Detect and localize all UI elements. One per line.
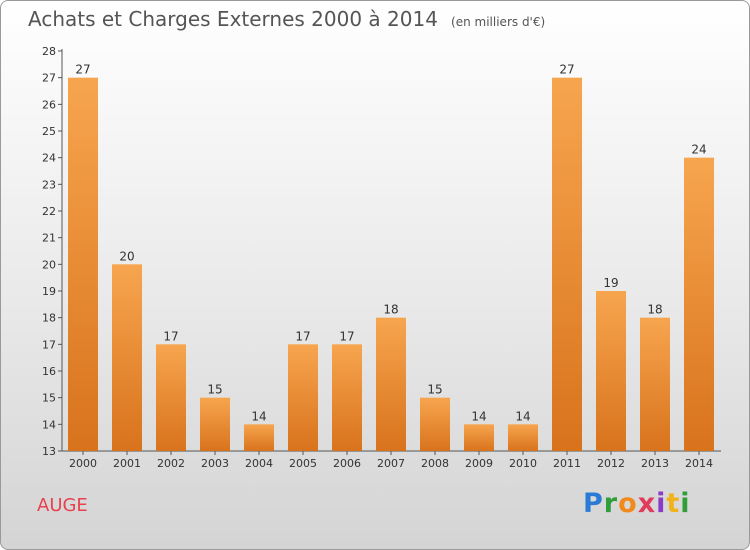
bar [640, 317, 670, 451]
data-label: 20 [119, 249, 134, 263]
data-label: 27 [75, 63, 90, 77]
chart-unit: (en milliers d'€) [451, 15, 546, 29]
x-tick-label: 2002 [157, 457, 185, 470]
x-tick-label: 2013 [641, 457, 669, 470]
bar [244, 424, 274, 451]
data-label: 14 [515, 409, 530, 423]
y-tick-label: 20 [42, 258, 56, 271]
chart-title-block: Achats et Charges Externes 2000 à 2014 (… [28, 7, 545, 31]
data-label: 17 [163, 329, 178, 343]
y-tick-label: 19 [42, 285, 56, 298]
logo-letter: P [583, 488, 604, 519]
logo-letter: i [680, 488, 691, 519]
y-tick-label: 17 [42, 338, 56, 351]
logo-letter: r [603, 488, 619, 519]
bar [552, 77, 582, 452]
y-tick-label: 25 [42, 125, 56, 138]
x-tick-label: 2014 [685, 457, 713, 470]
bar [288, 344, 318, 451]
proxiti-logo[interactable]: Proxiti [583, 488, 691, 519]
x-tick-label: 2009 [465, 457, 493, 470]
x-tick-label: 2010 [509, 457, 537, 470]
data-label: 14 [251, 409, 266, 423]
y-tick-label: 24 [42, 152, 56, 165]
logo-letter: x [637, 488, 657, 519]
data-label: 14 [471, 409, 486, 423]
data-label: 17 [339, 329, 354, 343]
y-tick-label: 18 [42, 312, 56, 325]
bar [596, 291, 626, 451]
bar [200, 397, 230, 451]
x-tick-label: 2004 [245, 457, 273, 470]
data-label: 17 [295, 329, 310, 343]
y-tick-label: 16 [42, 365, 56, 378]
bar [376, 317, 406, 451]
y-tick-label: 14 [42, 418, 56, 431]
chart-title: Achats et Charges Externes 2000 à 2014 [28, 7, 438, 31]
y-tick-label: 23 [42, 178, 56, 191]
y-tick-label: 15 [42, 392, 56, 405]
x-tick-label: 2011 [553, 457, 581, 470]
x-tick-label: 2012 [597, 457, 625, 470]
bar [112, 264, 142, 451]
data-label: 24 [691, 143, 706, 157]
bar [156, 344, 186, 451]
x-tick-label: 2001 [113, 457, 141, 470]
x-tick-label: 2006 [333, 457, 361, 470]
bar [332, 344, 362, 451]
bar [684, 157, 714, 451]
data-label: 27 [559, 63, 574, 77]
bar [508, 424, 538, 451]
x-tick-label: 2007 [377, 457, 405, 470]
y-tick-label: 28 [42, 45, 56, 58]
logo-letter: i [656, 488, 667, 519]
bar [420, 397, 450, 451]
data-label: 18 [647, 303, 662, 317]
x-tick-label: 2000 [69, 457, 97, 470]
y-tick-label: 27 [42, 72, 56, 85]
x-tick-label: 2005 [289, 457, 317, 470]
bar [464, 424, 494, 451]
logo-letter: t [666, 488, 681, 519]
x-tick-label: 2008 [421, 457, 449, 470]
bar [68, 77, 98, 452]
y-tick-label: 26 [42, 98, 56, 111]
commune-name: AUGE [37, 495, 88, 516]
data-label: 19 [603, 276, 618, 290]
data-label: 18 [383, 303, 398, 317]
y-tick-label: 13 [42, 445, 56, 458]
logo-letter: o [618, 488, 638, 519]
y-tick-label: 22 [42, 205, 56, 218]
data-label: 15 [207, 383, 222, 397]
data-label: 15 [427, 383, 442, 397]
x-tick-label: 2003 [201, 457, 229, 470]
y-tick-label: 21 [42, 232, 56, 245]
